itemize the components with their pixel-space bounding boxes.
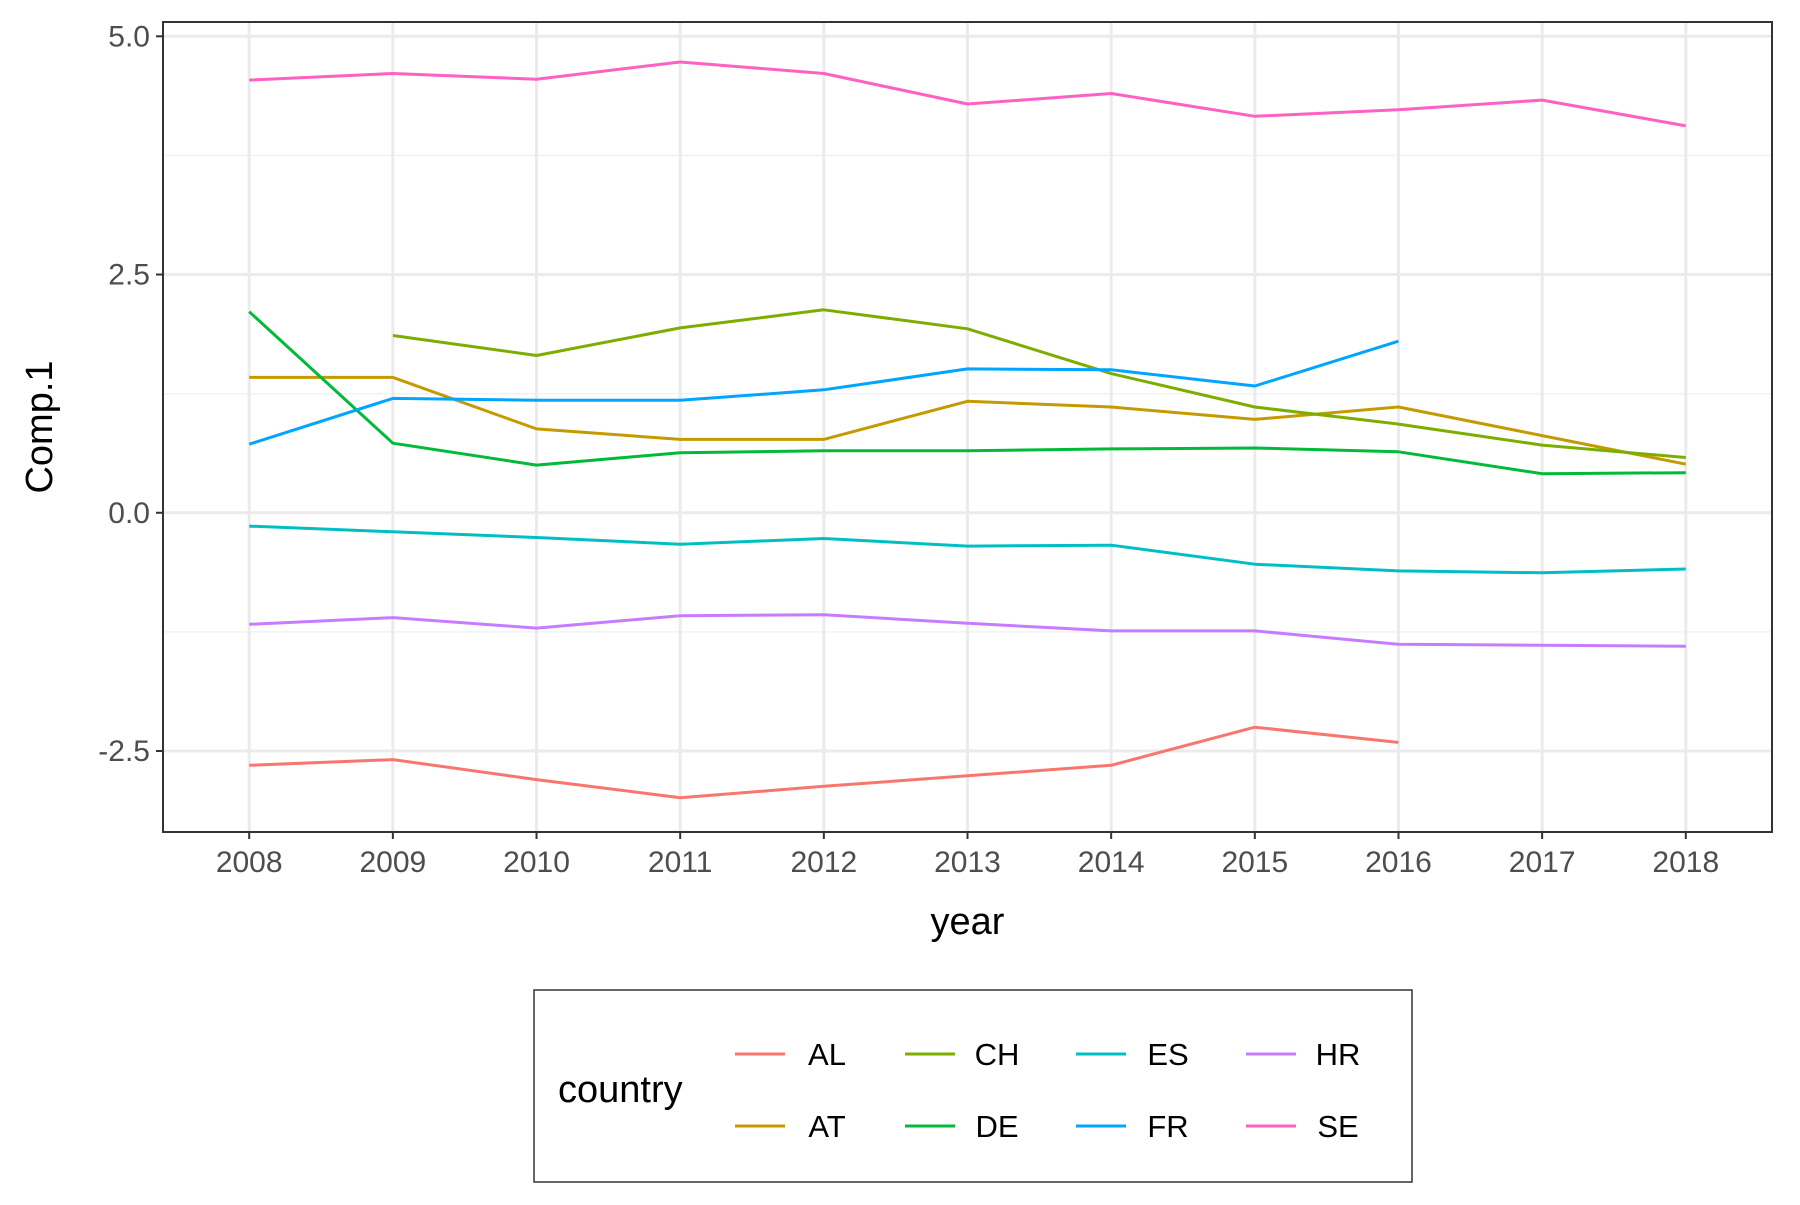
x-axis: 2008 2009 2010 2011 2012 2013 2014 2015 2016 2017… [216, 832, 1719, 879]
y-tick-label: 2.5 [108, 259, 150, 292]
x-tick-label: 2012 [790, 846, 857, 879]
legend-label-hr: HR [1316, 1037, 1361, 1072]
legend: country AL AT CH DE ES FR HR SE [533, 989, 1413, 1183]
legend-label-es: ES [1147, 1037, 1188, 1072]
series-line-fr [248, 339, 1399, 446]
x-tick-label: 2015 [1221, 846, 1288, 879]
x-tick-label: 2017 [1509, 846, 1576, 879]
legend-box [533, 989, 1413, 1183]
series-line-al [249, 725, 1399, 800]
legend-title: country [558, 1069, 683, 1111]
legend-label-fr: FR [1147, 1109, 1188, 1144]
y-tick-label: 5.0 [108, 20, 150, 53]
x-tick-label: 2010 [503, 846, 570, 879]
legend-label-se: SE [1317, 1109, 1358, 1144]
series-lines [248, 60, 1687, 800]
x-axis-title: year [931, 901, 1005, 943]
series-line-de [248, 310, 1686, 476]
x-tick-label: 2009 [359, 846, 426, 879]
y-axis: -2.5 0.0 2.5 5.0 [98, 20, 163, 768]
x-tick-label: 2014 [1078, 846, 1145, 879]
x-tick-label: 2018 [1652, 846, 1719, 879]
x-tick-label: 2008 [216, 846, 283, 879]
y-tick-label: 0.0 [108, 497, 150, 530]
x-tick-label: 2013 [934, 846, 1001, 879]
y-tick-label: -2.5 [98, 735, 150, 768]
series-line-hr [249, 613, 1686, 648]
x-tick-label: 2016 [1365, 846, 1432, 879]
legend-label-at: AT [808, 1109, 845, 1144]
series-line-ch [392, 308, 1686, 459]
legend-label-ch: CH [975, 1037, 1020, 1072]
y-axis-title: Comp.1 [19, 360, 61, 493]
legend-label-de: DE [975, 1109, 1018, 1144]
grid [163, 22, 1772, 832]
series-line-at [249, 375, 1687, 466]
x-tick-label: 2011 [648, 846, 713, 879]
series-line-es [249, 524, 1686, 575]
legend-label-al: AL [808, 1037, 846, 1072]
series-line-se [249, 60, 1687, 128]
